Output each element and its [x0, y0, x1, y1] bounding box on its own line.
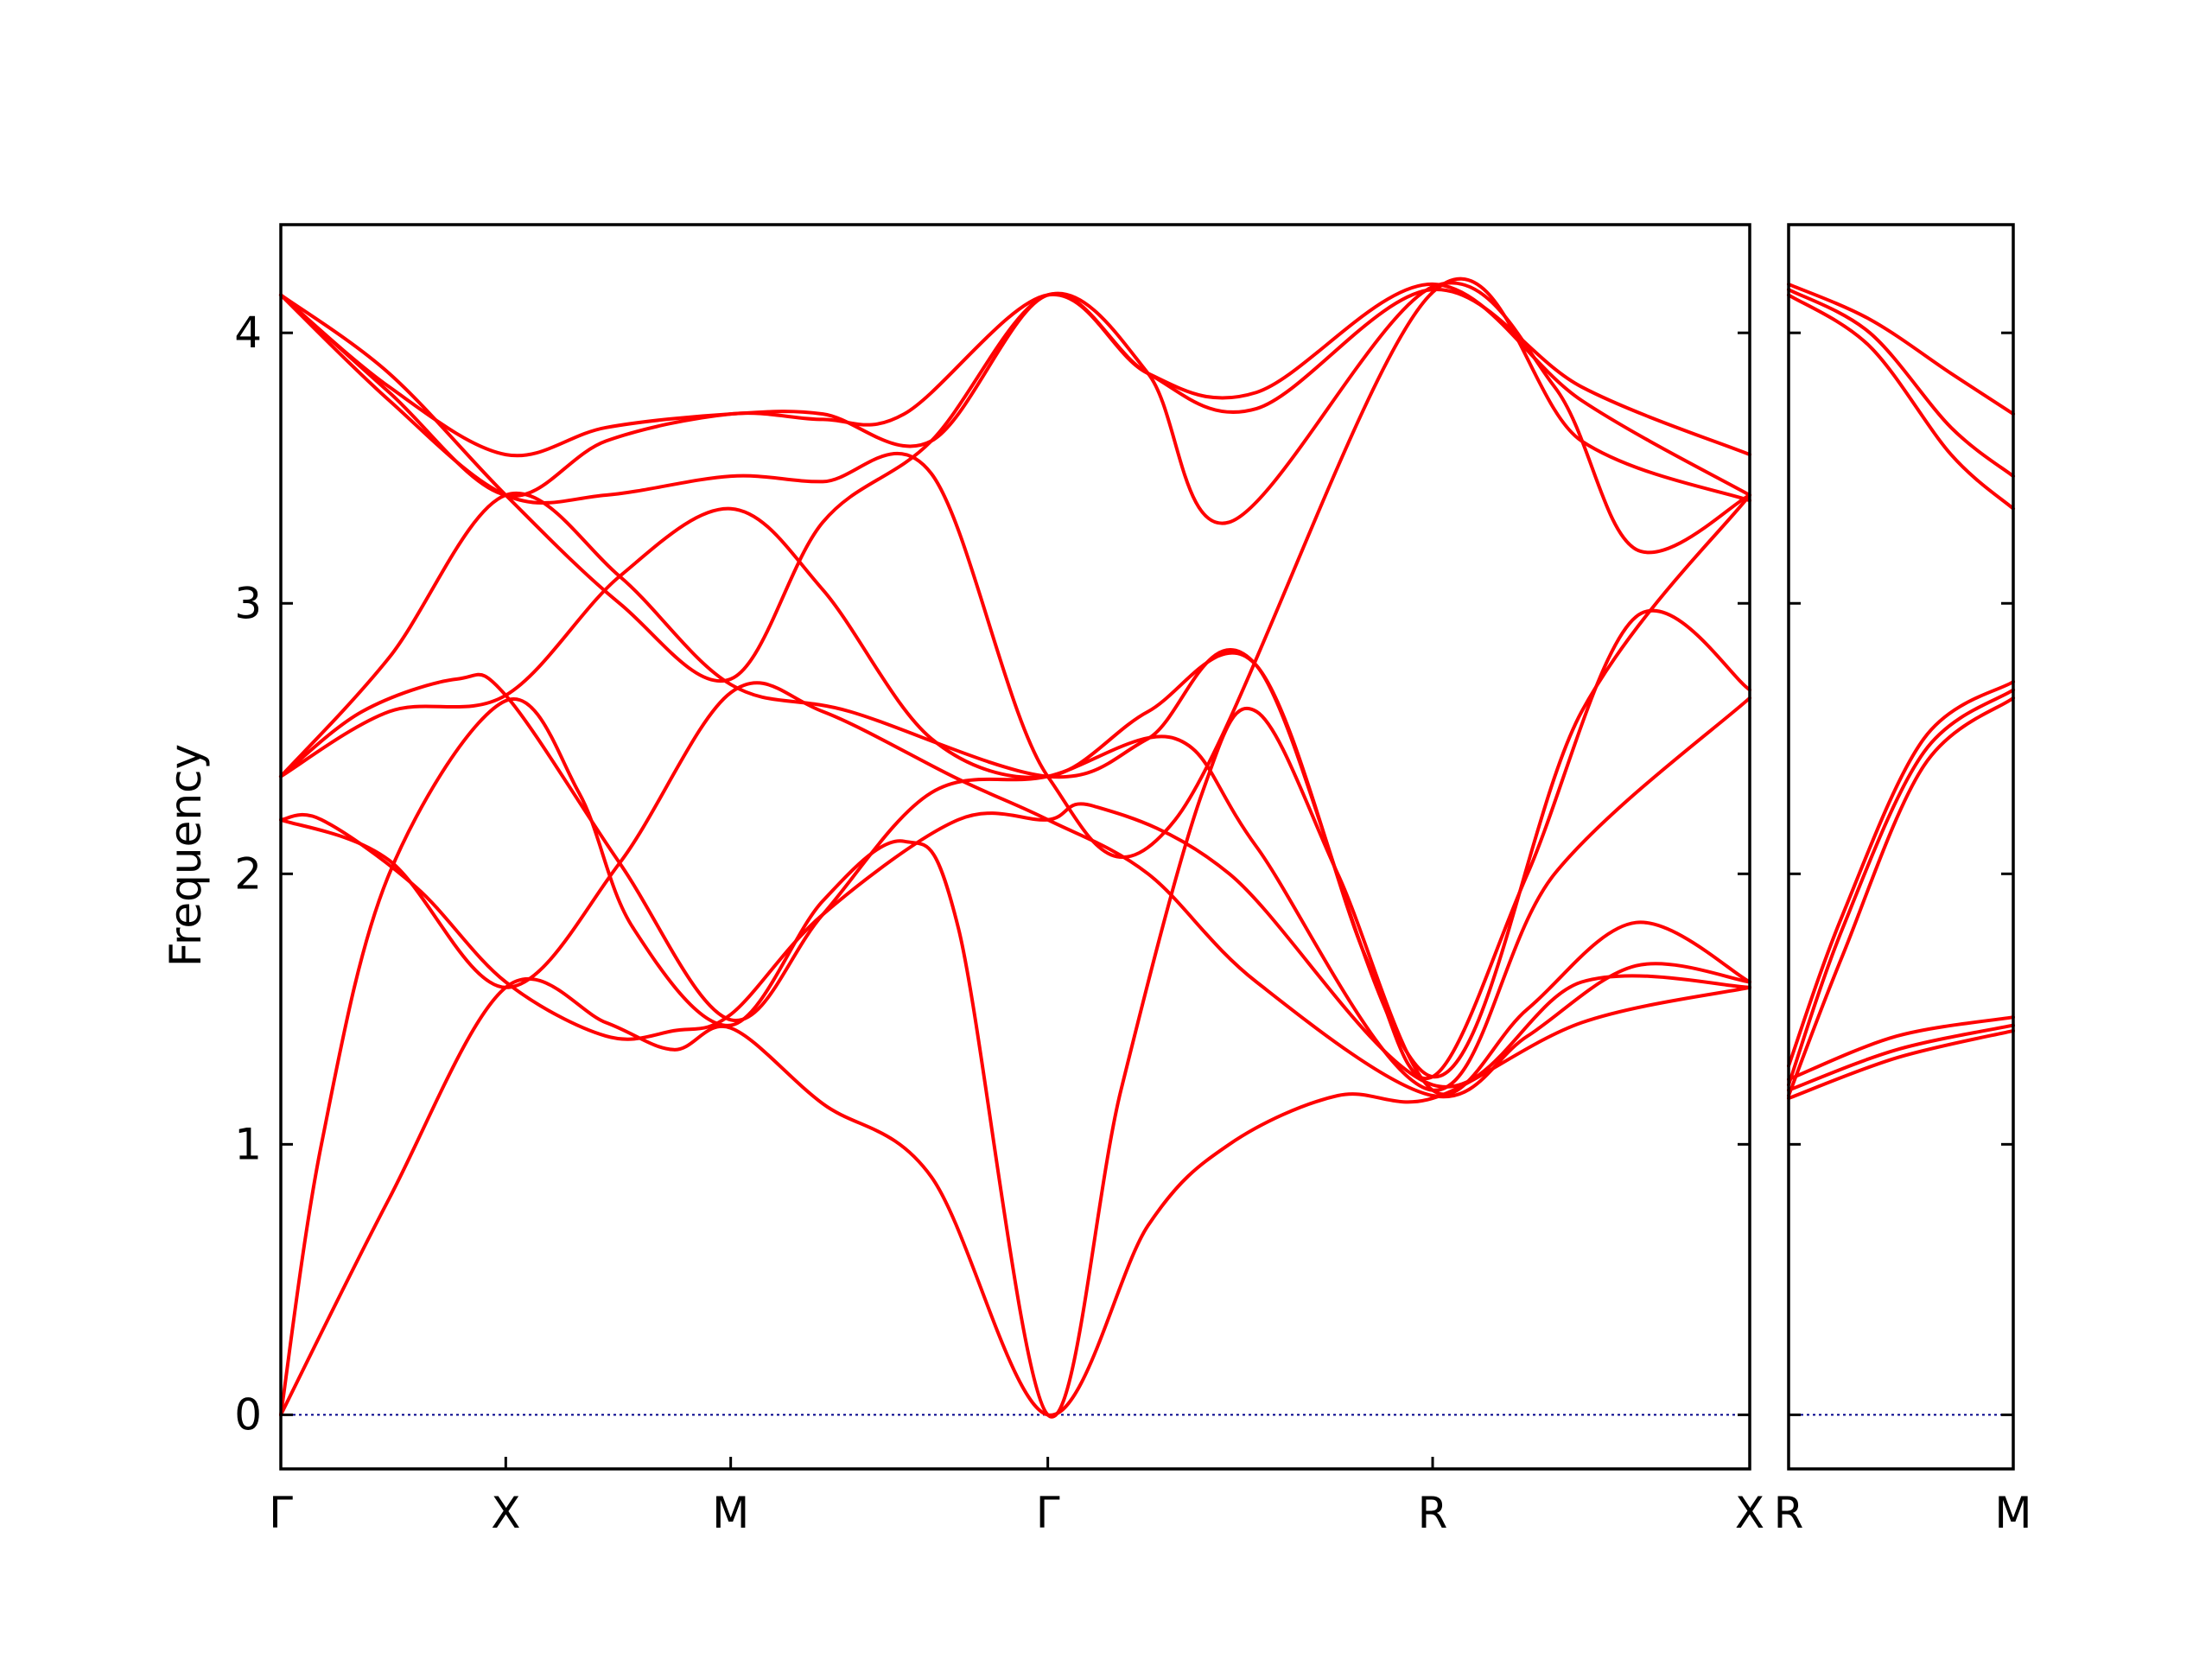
band-line-1 — [279, 976, 1751, 1417]
band-line-3 — [279, 802, 1751, 1089]
x-tick-label: Γ — [1036, 1488, 1060, 1538]
band-line-4 — [1787, 696, 2015, 1097]
y-tick-label: 0 — [234, 1389, 262, 1440]
y-tick-label: 4 — [234, 308, 262, 358]
band-line-2 — [279, 697, 1751, 1419]
x-tick-label: M — [1994, 1488, 2031, 1538]
band-line-3 — [1787, 1015, 2015, 1082]
y-tick-label: 2 — [234, 849, 262, 899]
x-tick-label: R — [1774, 1488, 1804, 1538]
band-line-8 — [1787, 288, 2015, 479]
y-tick-label: 1 — [234, 1119, 262, 1169]
band-line-7 — [1787, 293, 2015, 511]
band-line-6 — [1787, 680, 2015, 1068]
band-line-5 — [279, 672, 1751, 1092]
x-tick-label: X — [1735, 1488, 1764, 1538]
plot-frame — [1787, 223, 2015, 1471]
band-line-6 — [279, 506, 1751, 1081]
plot-frame — [279, 223, 1751, 1471]
band-line-10 — [279, 288, 1751, 458]
band-line-2 — [1787, 1023, 2015, 1092]
main-panel: 0 1 2 3 4 Γ X M Γ R X — [234, 223, 1764, 1538]
band-line-8 — [279, 281, 1751, 683]
band-line-5 — [1787, 688, 2015, 1087]
x-tick-label: M — [712, 1488, 749, 1538]
y-axis-label: Frequency — [161, 744, 211, 967]
x-tick-label: X — [491, 1488, 520, 1538]
band-line-9 — [1787, 282, 2015, 416]
y-tick-label: 3 — [234, 578, 262, 628]
band-line-11 — [279, 282, 1751, 499]
x-tick-label: R — [1418, 1488, 1448, 1538]
band-line-4 — [279, 681, 1751, 1099]
band-line-1 — [1787, 1028, 2015, 1101]
x-tick-label: Γ — [269, 1488, 293, 1538]
